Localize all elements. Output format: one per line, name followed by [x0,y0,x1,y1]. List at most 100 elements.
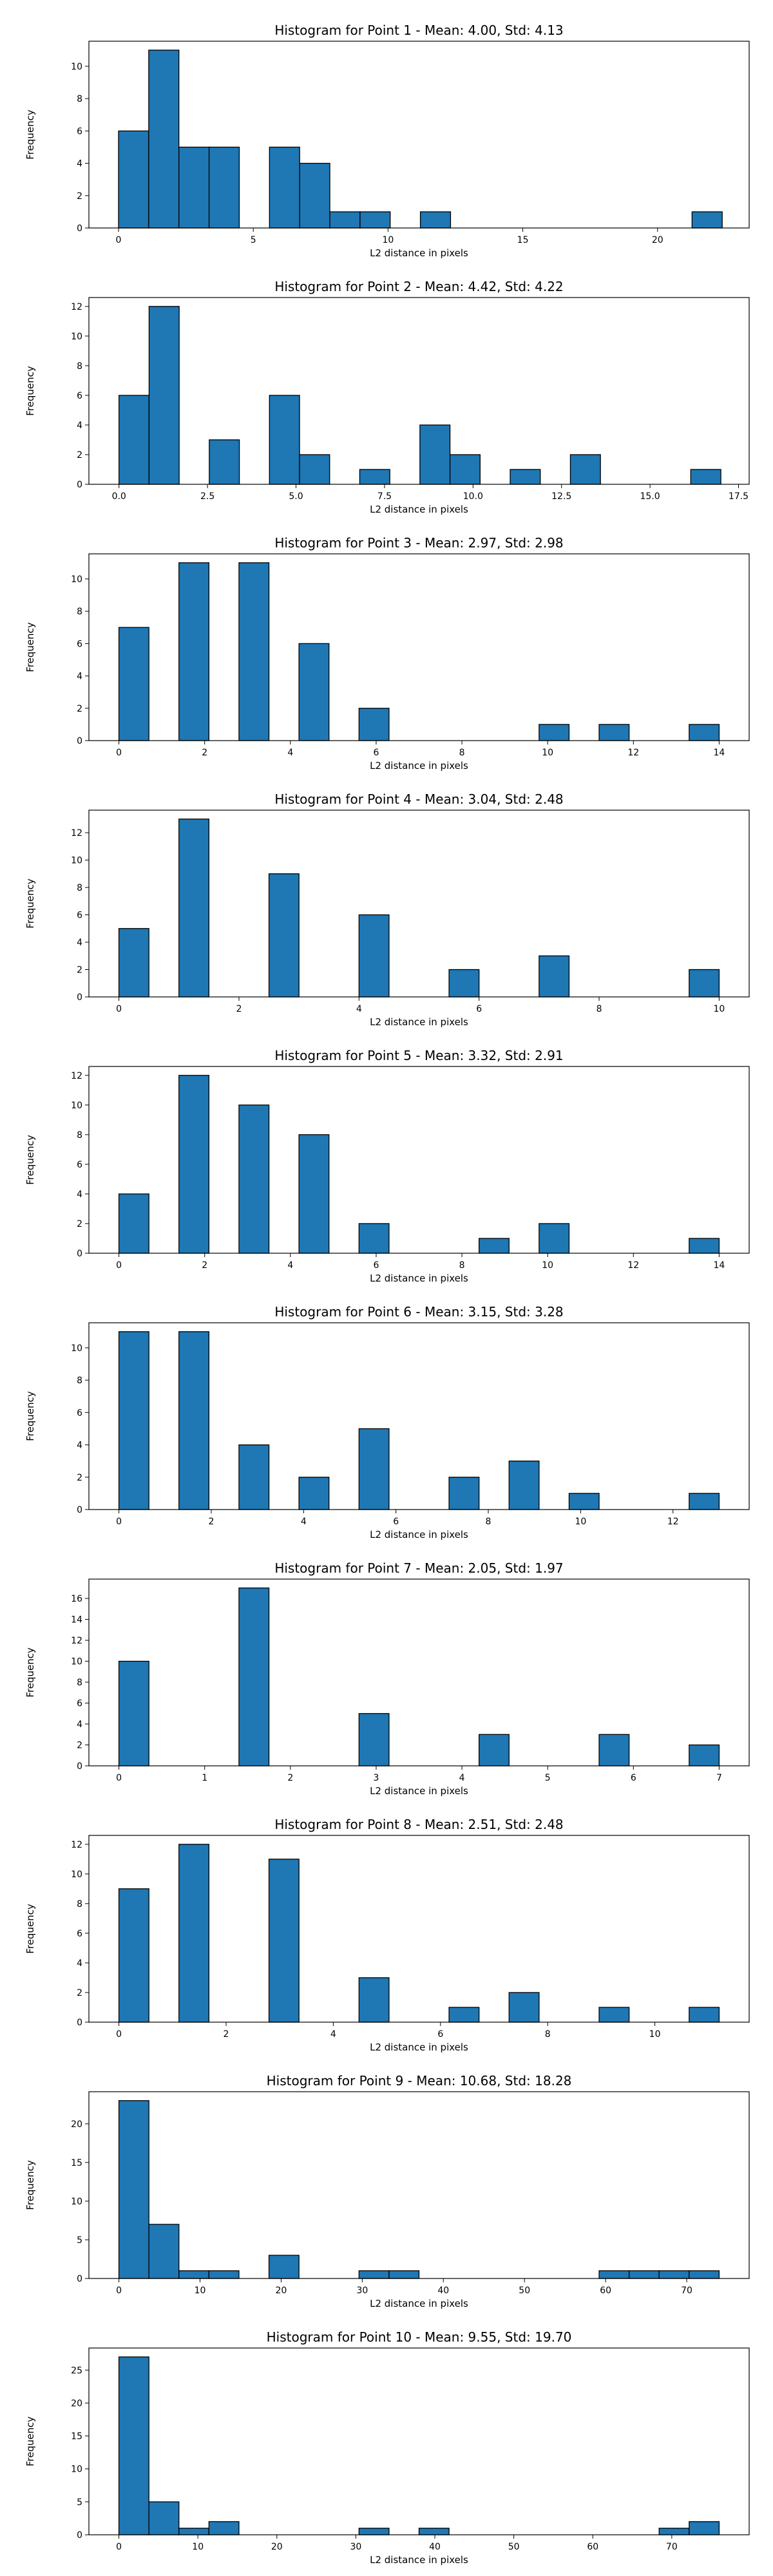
histogram-bar [269,146,300,229]
histogram-bar [178,1331,210,1510]
y-tick-label: 10 [71,574,82,585]
histogram-bar [358,2270,390,2279]
x-tick-label: 20 [652,235,663,245]
x-tick-label: 2 [224,2029,229,2040]
x-tick-label: 4 [287,1260,293,1271]
y-tick-label: 2 [77,1473,82,1483]
histogram-bar [690,469,721,485]
x-tick-label: 30 [356,2286,368,2296]
y-tick-label: 8 [77,94,82,104]
x-axis-label: L2 distance in pixels [370,1273,468,1284]
histogram-bar [510,469,541,485]
y-tick-label: 2 [77,1219,82,1229]
x-tick-label: 10 [382,235,394,245]
plot-frame [88,553,750,741]
x-tick-label: 20 [276,2286,287,2296]
x-tick-label: 70 [681,2286,692,2296]
x-tick-label: 4 [356,1004,362,1014]
histogram-bar [178,562,210,741]
histogram-bar [358,708,390,741]
histogram-bar [598,2270,630,2279]
histogram-bar [178,819,210,998]
y-axis-label: Frequency [24,1904,36,1954]
y-axis-label: Frequency [24,622,36,672]
histogram-bar [508,1992,540,2023]
y-tick-label: 10 [71,332,82,342]
y-tick-label: 0 [77,2274,82,2284]
histogram-bar [419,211,452,229]
plot-frame [88,297,750,485]
y-tick-label: 6 [77,1929,82,1939]
histogram-bar [299,162,330,229]
histogram-bar [689,969,720,998]
chart-title: Histogram for Point 5 - Mean: 3.32, Std:… [274,1048,563,1063]
y-tick-label: 6 [77,1160,82,1170]
histogram-bar [118,2100,149,2279]
x-tick-label: 15 [517,235,529,245]
histogram-bar [508,1461,540,1510]
y-tick-label: 8 [77,1130,82,1141]
histogram-bar [418,2528,450,2535]
histogram-bar [448,1477,480,1510]
x-tick-label: 12 [627,1260,639,1271]
plot-frame [88,41,750,229]
histogram-bar [479,1238,510,1254]
histogram-bar [118,1660,149,1766]
y-axis-label: Frequency [24,1135,36,1185]
y-tick-label: 4 [77,1441,82,1451]
histogram-bar [419,424,451,485]
y-tick-label: 14 [71,1615,82,1625]
histogram-bar [658,2270,690,2279]
x-tick-label: 10 [542,1260,553,1271]
y-tick-label: 12 [71,1636,82,1646]
chart-title: Histogram for Point 10 - Mean: 9.55, Std… [267,2329,572,2345]
histogram-bar [209,439,240,485]
x-tick-label: 1 [202,1773,207,1783]
x-tick-label: 10 [649,2029,661,2040]
histogram-bar [298,1477,330,1510]
x-tick-label: 7.5 [377,491,392,502]
x-tick-label: 0 [116,2029,122,2040]
histogram-bar [449,454,481,485]
histogram-bar [358,1713,390,1766]
x-tick-label: 10 [192,2542,204,2552]
histogram-bar [299,454,330,485]
chart-title: Histogram for Point 6 - Mean: 3.15, Std:… [274,1304,563,1320]
y-tick-label: 2 [77,1741,82,1751]
y-tick-label: 12 [71,1071,82,1081]
histogram-bar [178,1844,210,2023]
histogram-bar [358,1977,390,2023]
y-tick-label: 4 [77,1958,82,1969]
histogram-bar [689,2007,720,2023]
histogram-chart-1: Histogram for Point 1 - Mean: 4.00, Std:… [24,23,750,259]
x-axis-label: L2 distance in pixels [370,2554,468,2566]
y-tick-label: 6 [77,126,82,137]
histogram-bar [358,1428,390,1510]
x-tick-label: 6 [373,1260,379,1271]
y-tick-label: 10 [71,62,82,72]
plot-frame [88,2347,750,2535]
y-axis-label: Frequency [24,109,36,160]
x-tick-label: 4 [287,748,293,758]
histogram-chart-6: Histogram for Point 6 - Mean: 3.15, Std:… [24,1304,750,1540]
y-axis-label: Frequency [24,2416,36,2467]
histogram-bar [598,1734,630,1766]
x-tick-label: 8 [459,748,465,758]
y-tick-label: 8 [77,1376,82,1386]
histogram-bar [268,873,300,998]
x-tick-label: 70 [666,2542,678,2552]
x-tick-label: 2.5 [200,491,215,502]
histogram-bar [208,2521,240,2535]
x-tick-label: 14 [713,748,725,758]
x-tick-label: 30 [350,2542,361,2552]
y-tick-label: 2 [77,450,82,460]
x-tick-label: 0.0 [112,491,126,502]
histogram-bar [689,1238,720,1254]
x-axis-label: L2 distance in pixels [370,1016,468,1028]
histogram-bar [539,724,570,741]
y-tick-label: 6 [77,391,82,401]
x-tick-label: 0 [116,1517,122,1527]
x-axis-label: L2 distance in pixels [370,760,468,772]
x-tick-label: 60 [600,2286,611,2296]
